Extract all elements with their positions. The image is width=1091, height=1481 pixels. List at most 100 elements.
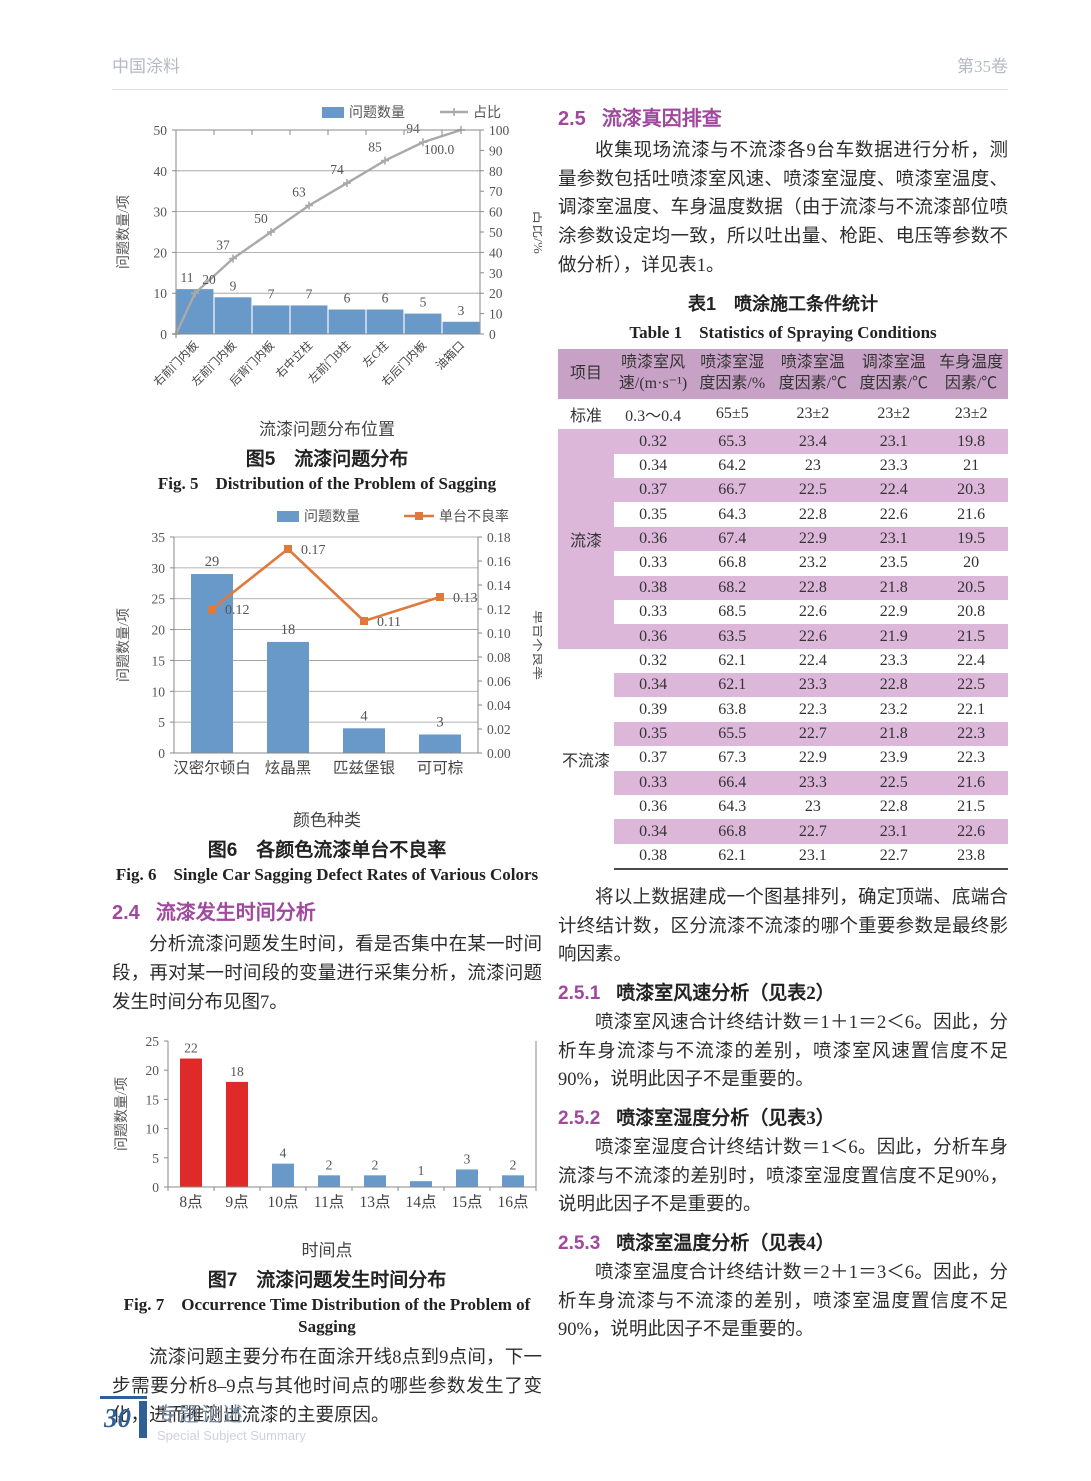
figure-5: 11 9 7 7 6 6 5 3 20 37 50 63 74 85 94 100.0 0 10 20 30 40 50 0… xyxy=(112,100,546,495)
table1-data-row: 0.37 66.7 22.5 22.4 20.3 xyxy=(558,478,1008,503)
svg-text:7: 7 xyxy=(268,286,275,301)
svg-text:13点: 13点 xyxy=(359,1193,390,1211)
svg-text:11点: 11点 xyxy=(314,1193,344,1211)
table-1: 项目 喷漆室风速/(m·s⁻¹) 喷漆室湿度因素/% 喷漆室温度因素/℃ 调漆室温度因素… xyxy=(558,349,1008,871)
table1-data-row: 不流漆 0.32 62.1 22.4 23.3 22.4 xyxy=(558,648,1008,870)
svg-text:4: 4 xyxy=(280,1146,287,1161)
figure-6: 29 18 4 3 0.12 0.17 0.11 0.13 0 5 10 15 20 25 30 35 0.00… xyxy=(112,501,547,886)
table1-header-col5: 车身温度因素/℃ xyxy=(934,349,1008,399)
svg-text:可可棕: 可可棕 xyxy=(417,759,464,777)
svg-text:20: 20 xyxy=(202,272,216,287)
svg-text:25: 25 xyxy=(152,592,166,607)
section-2-5-1-title: 喷漆室风速分析（见表2） xyxy=(616,983,835,1005)
page-footer: 30 专题论述 Special Subject Summary xyxy=(100,1396,306,1443)
svg-text:问题数量/项: 问题数量/项 xyxy=(114,1077,130,1151)
section-2-5-3-paragraph: 喷漆室温度合计终结计数＝2＋1＝3＜6。因此，分析车身流漆与不流漆的差别，喷漆室… xyxy=(558,1263,1008,1341)
table1-header-col1: 喷漆室风速/(m·s⁻¹) xyxy=(614,349,693,399)
svg-text:问题数量: 问题数量 xyxy=(349,105,405,121)
fig7-caption-cn: 图7 流漆问题发生时间分布 xyxy=(207,1270,447,1292)
section-2-5-3-title: 喷漆室温度分析（见表4） xyxy=(616,1233,835,1255)
table1-head: 项目 喷漆室风速/(m·s⁻¹) 喷漆室湿度因素/% 喷漆室温度因素/℃ 调漆室温度因素… xyxy=(558,349,1008,399)
svg-text:3: 3 xyxy=(464,1152,471,1167)
svg-text:15点: 15点 xyxy=(451,1193,482,1211)
svg-text:0.17: 0.17 xyxy=(301,543,326,558)
table1-data-row: 0.33 68.5 22.6 22.9 20.8 xyxy=(639,603,986,621)
svg-text:15: 15 xyxy=(146,1093,160,1108)
svg-text:5: 5 xyxy=(158,715,165,730)
svg-text:左C柱: 左C柱 xyxy=(360,338,392,370)
svg-text:2: 2 xyxy=(326,1158,333,1173)
footer-section: 专题论述 Special Subject Summary xyxy=(157,1396,306,1443)
svg-text:80: 80 xyxy=(489,164,503,179)
table1-header-col0: 项目 xyxy=(558,349,614,399)
section-2-5-2-title: 喷漆室湿度分析（见表3） xyxy=(616,1108,835,1130)
table1-body: 标准 0.3～0.4 65±5 23±2 23±2 23±2 流漆 0.32 65.3 23.4 2… xyxy=(558,399,1008,871)
table1-data-row: 0.35 64.3 22.8 22.6 21.6 xyxy=(639,505,986,523)
svg-text:9点: 9点 xyxy=(225,1193,248,1211)
svg-text:10点: 10点 xyxy=(267,1193,298,1211)
volume-label: 第35卷 xyxy=(957,57,1008,76)
right-column: 2.5 流漆真因排查 收集现场流漆与不流漆各9台车数据进行分析，测量参数包括吐喷漆… xyxy=(558,100,1008,1353)
table1-data-row: 0.33 66.4 23.3 22.5 21.6 xyxy=(558,770,1008,795)
svg-text:7: 7 xyxy=(306,286,313,301)
svg-text:18: 18 xyxy=(230,1064,244,1079)
table1-caption-cn: 表1 喷涂施工条件统计 xyxy=(687,294,878,315)
svg-text:匹兹堡银: 匹兹堡银 xyxy=(333,759,396,777)
fig5-caption-cn: 图5 流漆问题分布 xyxy=(245,449,409,470)
svg-text:30: 30 xyxy=(152,561,166,576)
svg-text:0.00: 0.00 xyxy=(487,746,511,761)
svg-text:22: 22 xyxy=(184,1041,198,1056)
svg-text:85: 85 xyxy=(368,140,382,155)
svg-text:20: 20 xyxy=(154,245,168,260)
svg-text:90: 90 xyxy=(489,143,503,158)
section-2-5-heading: 2.5 流漆真因排查 xyxy=(558,102,1008,131)
svg-text:2: 2 xyxy=(372,1158,379,1173)
svg-text:30: 30 xyxy=(489,266,503,281)
table1-group-label: 流漆 xyxy=(558,429,614,649)
table1-data-row: 流漆 0.32 65.3 23.4 23.1 19.8 xyxy=(558,429,1008,649)
fig5-svg: 11 9 7 7 6 6 5 3 20 37 50 63 74 85 94 100.0 0 10 20 30 40 50 0… xyxy=(116,105,546,389)
fig6-caption-cn: 图6 各颜色流漆单台不良率 xyxy=(207,840,447,862)
section-2-5-2-heading: 2.5.2 喷漆室湿度分析（见表3） xyxy=(558,1103,1008,1130)
svg-text:0.10: 0.10 xyxy=(487,626,511,641)
svg-text:20: 20 xyxy=(489,286,503,301)
section-2-5-number: 2.5 xyxy=(558,108,586,130)
svg-text:0.13: 0.13 xyxy=(453,591,478,606)
svg-text:20: 20 xyxy=(152,623,166,638)
svg-text:100: 100 xyxy=(489,123,510,138)
svg-text:30: 30 xyxy=(154,205,168,220)
svg-text:10: 10 xyxy=(489,307,503,322)
svg-text:60: 60 xyxy=(489,205,503,220)
section-2-5-2-paragraph: 喷漆室湿度合计终结计数＝1＜6。因此，分析车身流漆与不流漆的差别时，喷漆室湿度置… xyxy=(558,1138,1008,1216)
fig5-x-axis-title: 流漆问题分布位置 xyxy=(259,420,395,439)
svg-text:50: 50 xyxy=(254,211,268,226)
table1-data-row: 0.34 64.2 23 23.3 21 xyxy=(639,456,980,474)
section-2-5-1-number: 2.5.1 xyxy=(558,983,601,1005)
section-2-5-2-number: 2.5.2 xyxy=(558,1108,601,1130)
fig6-caption-en: Fig. 6 Single Car Sagging Defect Rates o… xyxy=(115,865,539,885)
svg-text:问题数量/项: 问题数量/项 xyxy=(116,195,132,269)
svg-text:15: 15 xyxy=(152,654,166,669)
svg-text:70: 70 xyxy=(489,184,503,199)
svg-text:94: 94 xyxy=(406,121,420,136)
table1-header-col3: 喷漆室温度因素/℃ xyxy=(772,349,854,399)
svg-text:10: 10 xyxy=(154,286,168,301)
svg-text:6: 6 xyxy=(382,291,389,306)
svg-text:0.12: 0.12 xyxy=(487,602,511,617)
svg-text:29: 29 xyxy=(205,554,220,570)
svg-text:20: 20 xyxy=(146,1063,160,1078)
svg-text:0.11: 0.11 xyxy=(377,615,401,630)
svg-text:100.0: 100.0 xyxy=(424,142,455,157)
svg-text:1: 1 xyxy=(418,1163,425,1178)
page-number-box: 30 xyxy=(100,1396,147,1438)
table1-caption-en: Table 1 Statistics of Spraying Condition… xyxy=(629,323,937,343)
svg-text:油箱口: 油箱口 xyxy=(433,338,467,372)
svg-text:0.16: 0.16 xyxy=(487,554,511,569)
svg-text:37: 37 xyxy=(216,238,230,253)
fig5-caption-en: Fig. 5 Distribution of the Problem of Sa… xyxy=(157,474,497,493)
table1-data-row: 0.36 67.4 22.9 23.1 19.5 xyxy=(558,526,1008,552)
svg-text:14点: 14点 xyxy=(405,1193,436,1211)
svg-text:63: 63 xyxy=(292,184,306,199)
table1-data-row: 0.37 67.3 22.9 23.9 22.3 xyxy=(639,749,986,767)
